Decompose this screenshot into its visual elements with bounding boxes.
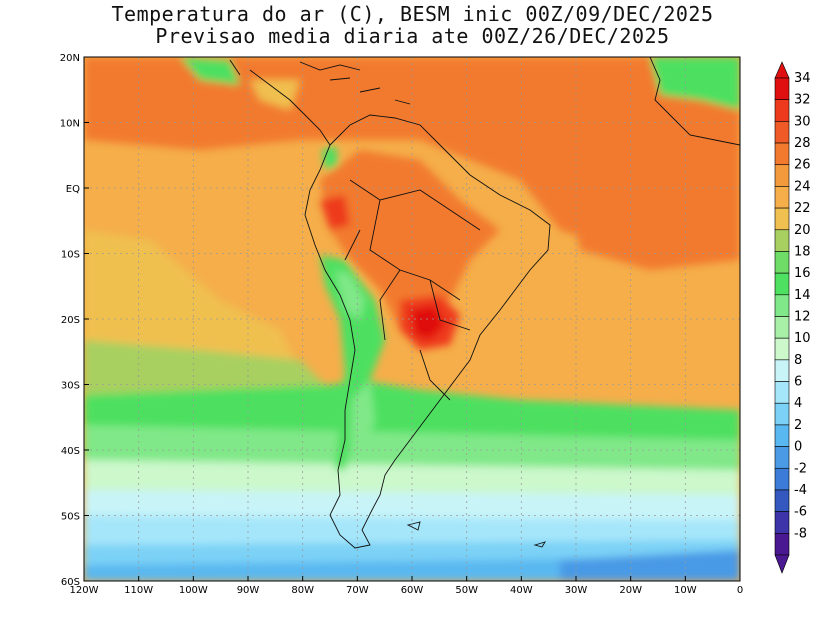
colorbar-swatch [774,489,790,512]
colorbar-label: 6 [794,375,802,390]
x-tick-label: 100W [179,585,208,596]
colorbar-label: -8 [794,526,807,541]
y-tick-label: 30S [61,381,80,392]
colorbar-swatch [774,121,790,144]
coast-central-america [229,59,361,146]
y-tick-label: EQ [66,184,80,195]
graticule [84,57,740,581]
colorbar-swatch [774,381,790,404]
colorbar-label: 24 [794,179,811,194]
colorbar-swatch [774,337,790,361]
x-tick-label: 90W [237,585,260,596]
coast-caribbean [329,77,411,105]
field-band-deeperblue [560,550,740,581]
colorbar-label: 16 [794,266,811,281]
y-tick-label: 20S [61,315,80,326]
y-tick-label: 50S [61,512,80,523]
borders-sa [344,179,481,401]
colorbar-swatch [774,316,790,339]
colorbar-label: 0 [794,440,802,455]
colorbar-bottom-arrow [774,554,790,574]
field-chaco-hottest [410,305,445,340]
colorbar-swatch [774,467,790,491]
colorbar-label: 28 [794,136,811,151]
x-tick-label: 80W [291,585,314,596]
field-mexico-green [180,57,240,85]
map-title: Temperatura do ar (C), BESM inic 00Z/09/… [111,2,714,26]
colorbar-label: 10 [794,331,811,346]
coast-falklands [406,521,421,531]
colorbar-label: 18 [794,244,811,259]
colorbar-swatch [774,207,790,231]
field-sa-warm [320,150,500,330]
y-tick-label: 40S [61,446,80,457]
field-east-warm [560,120,740,270]
x-tick-label: 70W [346,585,369,596]
colorbar-label: 34 [794,71,811,86]
coast-georgia [533,541,546,548]
x-axis: 120W 110W 100W 90W 80W 70W 60W 50W 40W 30W 20W 10W 0 [70,576,743,596]
colorbar-swatch [774,446,790,469]
colorbar-label: 14 [794,288,811,303]
field-pacific-cool [84,340,330,400]
field-caribbean-mild [250,80,300,110]
x-tick-label: 60W [401,585,424,596]
field-coast-hot [320,195,350,230]
colorbar-label: 8 [794,353,802,368]
field-patagonia-green [350,380,375,460]
colorbar-swatch [774,359,790,382]
colorbar-swatch [774,533,790,556]
colorbar-label: 30 [794,114,811,129]
colorbar-top-arrow [774,61,790,79]
x-tick-label: 110W [124,585,153,596]
x-tick-label: 30W [565,585,588,596]
colorbar-swatch [774,99,790,122]
colorbar-swatch [774,229,790,252]
colorbar-swatch [774,251,790,274]
colorbar-swatch [774,164,790,187]
colorbar-label: 32 [794,93,811,108]
x-tick-label: 20W [619,585,642,596]
y-axis: 20N 10N EQ 10S 20S 30S 40S 50S 60S [60,53,89,588]
colorbar-swatch [774,186,790,209]
coast-africa [649,57,740,146]
x-tick-label: 40W [510,585,533,596]
colorbar-label: 12 [794,310,811,325]
colorbar-label: -4 [794,483,807,498]
x-tick-label: 0 [737,585,743,596]
x-tick-label: 50W [455,585,478,596]
map-subtitle: Previsao media diaria ate 00Z/26/DEC/202… [155,24,670,48]
colorbar-label: 20 [794,223,811,238]
x-tick-label: 120W [70,585,99,596]
field-africa-green [650,57,740,110]
colorbar-label: 26 [794,158,811,173]
colorbar-label: 4 [794,396,802,411]
colorbar-label: -6 [794,505,807,520]
y-tick-label: 60S [61,577,80,588]
colorbar-swatch [774,402,790,426]
field-colombia-green [322,145,338,170]
field-andes-pale [335,270,365,320]
colorbar-swatch [774,511,790,534]
y-tick-label: 10N [60,119,80,130]
colorbar-label: 2 [794,418,802,433]
colorbar-label: 22 [794,201,811,216]
colorbar-swatch [774,77,790,100]
colorbar-label: -2 [794,461,807,476]
colorbar-swatch [774,272,790,296]
y-tick-label: 20N [60,53,80,64]
colorbar-swatch [774,424,790,447]
x-tick-label: 10W [674,585,697,596]
coastlines [229,57,740,549]
colorbar-swatch [774,294,790,317]
y-tick-label: 10S [61,250,80,261]
coast-south-america [304,114,551,549]
colorbar-swatch [774,142,790,166]
